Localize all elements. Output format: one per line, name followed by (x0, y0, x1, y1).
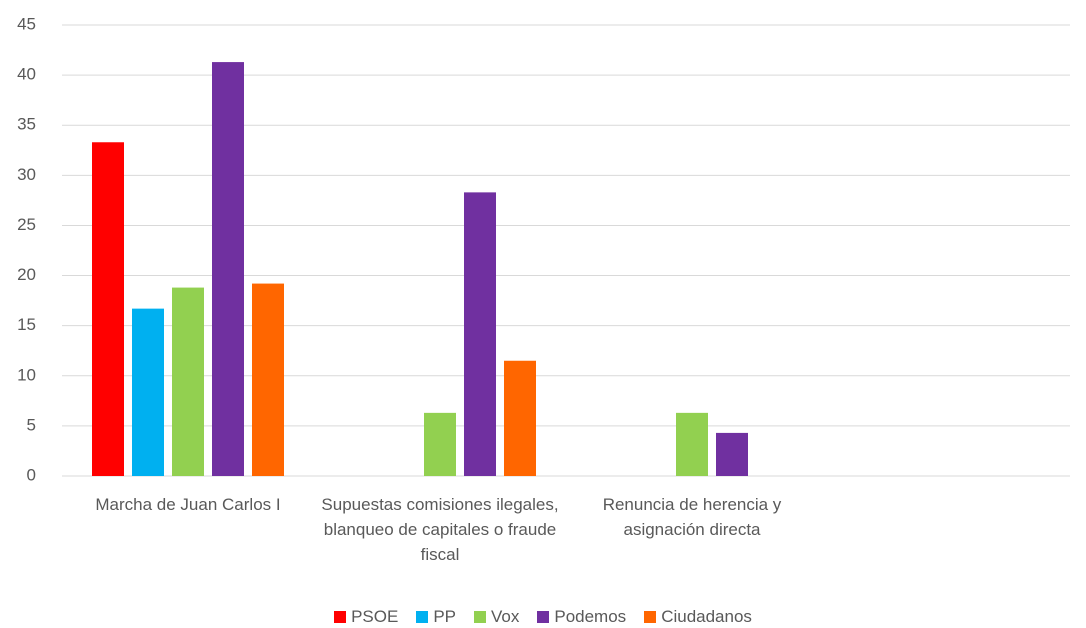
legend-item: Podemos (537, 607, 626, 627)
y-tick-label: 35 (17, 115, 36, 134)
bar (464, 192, 496, 477)
bar (252, 283, 284, 476)
legend-swatch (416, 611, 429, 623)
legend-item: Vox (474, 607, 519, 627)
legend-item: PP (416, 607, 456, 627)
x-tick-label: Supuestas comisiones ilegales, blanqueo … (321, 495, 559, 564)
y-tick-label: 20 (17, 265, 36, 284)
bar (92, 142, 124, 476)
legend-swatch (537, 611, 550, 623)
y-tick-label: 0 (27, 465, 36, 484)
legend-swatch (334, 611, 347, 623)
x-tick-label: Renuncia de herencia y asignación direct… (602, 495, 782, 539)
bar (132, 308, 164, 476)
bar (504, 360, 536, 476)
bar (212, 62, 244, 477)
bar (172, 287, 204, 476)
bar (676, 412, 708, 476)
legend-label: Podemos (554, 607, 627, 626)
bar (716, 432, 748, 476)
legend-label: PP (433, 607, 456, 626)
legend-swatch (474, 611, 486, 623)
legend-label: Vox (491, 607, 520, 626)
x-tick-label: Marcha de Juan Carlos I (95, 495, 281, 514)
y-tick-label: 30 (17, 165, 36, 184)
y-tick-label: 40 (17, 65, 36, 84)
y-tick-label: 5 (27, 415, 36, 434)
legend-label: Ciudadanos (661, 607, 752, 626)
y-tick-label: 25 (17, 215, 36, 234)
y-tick-label: 45 (17, 14, 36, 33)
legend-swatch (644, 611, 657, 623)
y-tick-label: 15 (17, 315, 36, 334)
y-tick-label: 10 (17, 365, 36, 384)
legend-label: PSOE (351, 607, 399, 626)
legend-item: Ciudadanos (644, 607, 752, 627)
legend-item: PSOE (334, 607, 398, 627)
bar (424, 412, 456, 476)
legend: PSOE PP Vox Podemos Ciudadanos (0, 607, 1086, 627)
